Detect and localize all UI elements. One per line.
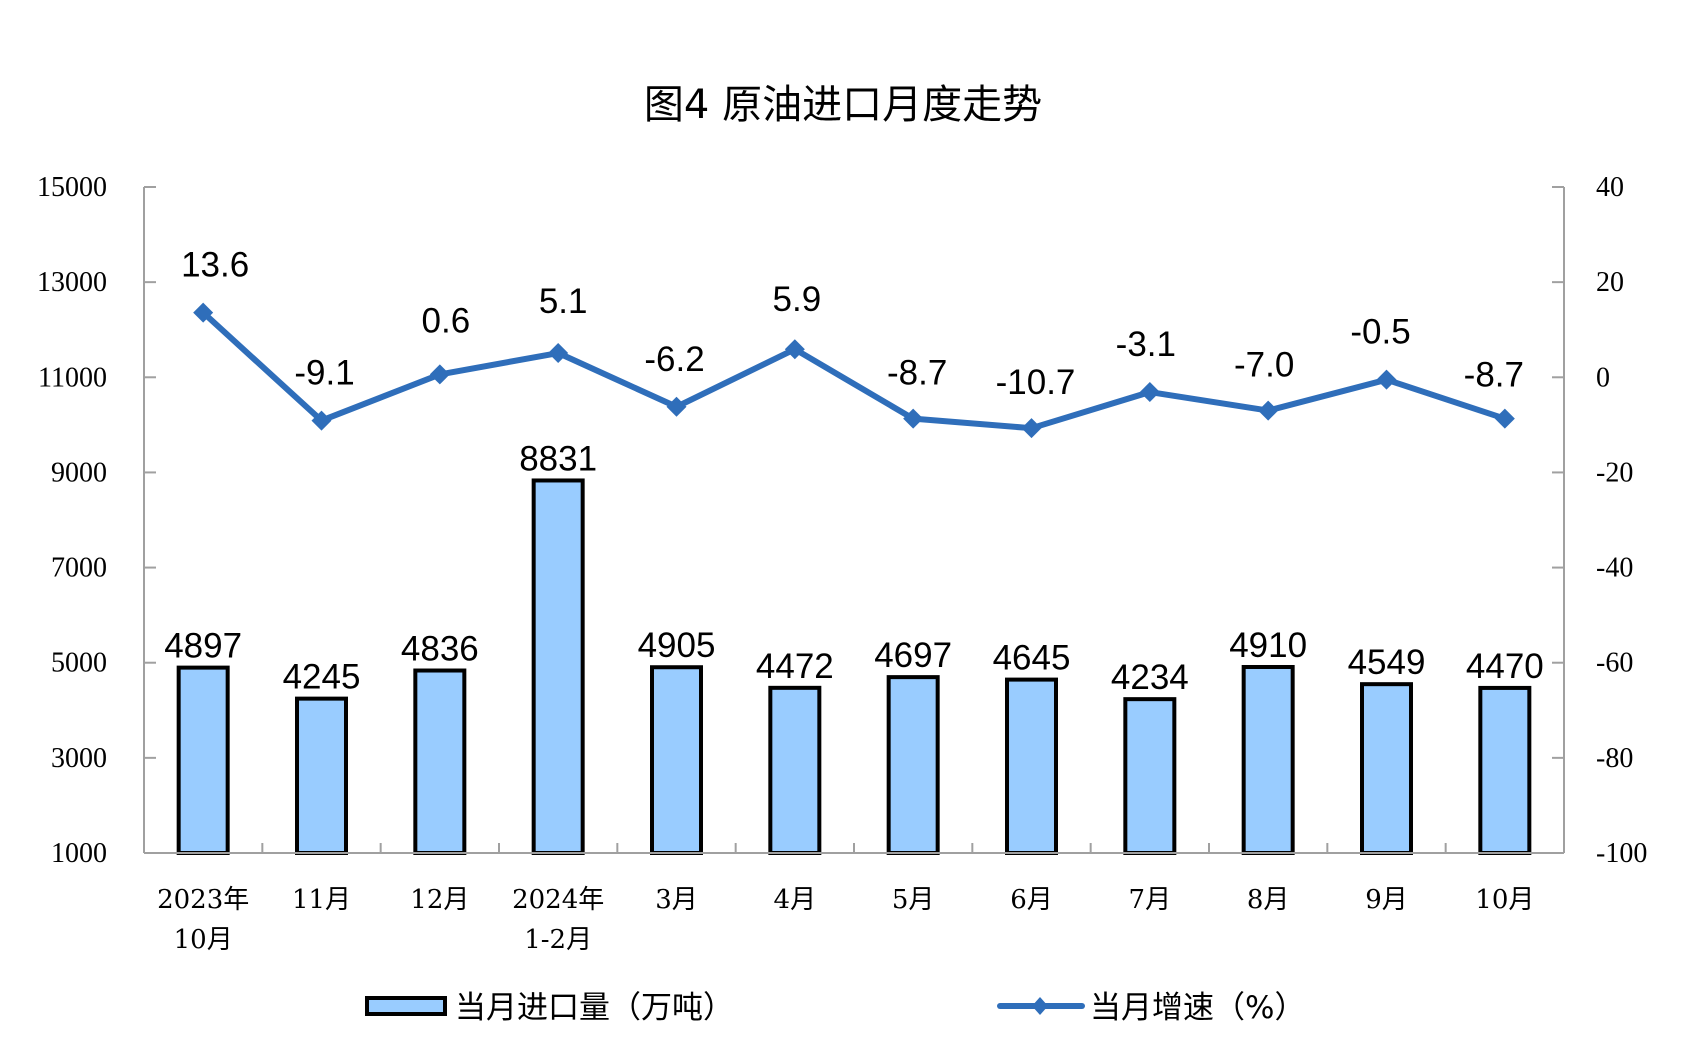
x-axis: 2023年 10月 11月 12月 2024年 1-2月 3月 4月 5月 6月 7月 8月 9月 10月 bbox=[144, 843, 1564, 955]
right-tick-label: -80 bbox=[1596, 743, 1633, 774]
line-value-label: 13.6 bbox=[181, 246, 249, 285]
bar-value-label: 8831 bbox=[519, 439, 597, 478]
bar-value-label: 4245 bbox=[283, 658, 361, 697]
left-tick-label: 11000 bbox=[38, 362, 107, 393]
left-tick-label: 15000 bbox=[37, 172, 107, 203]
right-tick-label: -100 bbox=[1596, 838, 1647, 869]
right-tick-label: 0 bbox=[1596, 362, 1610, 393]
line-value-label: -10.7 bbox=[996, 363, 1076, 402]
legend: 当月进口量（万吨） 当月增速（%） bbox=[365, 990, 1305, 1026]
bar bbox=[176, 665, 230, 855]
chart-title: 图4 原油进口月度走势 bbox=[644, 82, 1042, 128]
bar bbox=[768, 685, 822, 855]
x-category-label: 12月 bbox=[410, 885, 469, 915]
x-category-label: 10月 bbox=[1475, 885, 1534, 915]
bar bbox=[1478, 685, 1532, 855]
x-category-label: 10月 bbox=[174, 925, 233, 955]
diamond-marker-icon bbox=[1494, 408, 1515, 429]
left-tick-label: 1000 bbox=[51, 838, 107, 869]
diamond-marker-icon bbox=[1021, 418, 1042, 439]
diamond-marker-icon bbox=[1258, 400, 1279, 421]
left-tick-label: 3000 bbox=[51, 743, 107, 774]
diamond-marker-icon bbox=[784, 339, 805, 360]
bar-swatch-icon bbox=[365, 996, 447, 1016]
bar-value-label: 4645 bbox=[993, 639, 1071, 678]
bar-value-label: 4836 bbox=[401, 630, 479, 669]
x-category-label: 5月 bbox=[892, 885, 935, 915]
right-tick-label: -60 bbox=[1596, 648, 1633, 679]
x-category-label: 3月 bbox=[655, 885, 698, 915]
x-category-label: 4月 bbox=[774, 885, 817, 915]
bar bbox=[413, 668, 467, 855]
bar-value-label: 4549 bbox=[1348, 643, 1426, 682]
left-tick-label: 9000 bbox=[51, 457, 107, 488]
x-category-label: 11月 bbox=[292, 885, 351, 915]
bar bbox=[295, 696, 348, 856]
right-tick-label: 20 bbox=[1596, 267, 1624, 298]
bar-series-imports: 4897 4245 4836 8831 4905 4472 4697 4645 4234 4910… bbox=[164, 439, 1544, 856]
bar-value-label: 4470 bbox=[1466, 647, 1544, 686]
bar-value-label: 4697 bbox=[874, 636, 952, 675]
line-value-label: 5.1 bbox=[539, 282, 588, 321]
diamond-marker-icon bbox=[1032, 997, 1048, 1015]
bar bbox=[1005, 677, 1058, 856]
line-value-label: -0.5 bbox=[1350, 313, 1410, 352]
left-tick-label: 13000 bbox=[37, 267, 107, 298]
left-tick-label: 7000 bbox=[51, 553, 107, 584]
bar bbox=[1123, 697, 1177, 855]
bar-value-label: 4910 bbox=[1229, 626, 1307, 665]
right-tick-label: 40 bbox=[1596, 172, 1624, 203]
line-value-label: -8.7 bbox=[1464, 356, 1524, 395]
line-value-label: -9.1 bbox=[294, 354, 354, 393]
legend-label-imports: 当月进口量（万吨） bbox=[455, 990, 734, 1026]
left-tick-label: 5000 bbox=[51, 648, 107, 679]
bar-value-label: 4234 bbox=[1111, 658, 1189, 697]
line-series-growth: 13.6 -9.1 0.6 5.1 -6.2 5.9 -8.7 -10.7 -3.1 -7.0 -0… bbox=[181, 246, 1524, 439]
line-value-label: -7.0 bbox=[1234, 346, 1294, 385]
diamond-marker-icon bbox=[429, 364, 450, 385]
x-category-label: 9月 bbox=[1365, 885, 1408, 915]
bar bbox=[886, 675, 940, 855]
right-tick-label: -40 bbox=[1596, 553, 1633, 584]
x-category-label: 8月 bbox=[1247, 885, 1290, 915]
line-value-label: -8.7 bbox=[887, 354, 947, 393]
bar-value-label: 4472 bbox=[756, 647, 834, 686]
diamond-marker-icon bbox=[903, 408, 924, 429]
diamond-marker-icon bbox=[1139, 382, 1160, 403]
bar-value-label: 4897 bbox=[164, 627, 242, 666]
right-y-axis: 40 20 0 -20 -40 -60 -80 -100 bbox=[1552, 172, 1647, 869]
x-category-label: 7月 bbox=[1129, 885, 1172, 915]
line-value-label: 5.9 bbox=[773, 280, 822, 319]
bar bbox=[531, 478, 585, 855]
legend-item-growth: 当月增速（%） bbox=[997, 990, 1305, 1026]
line-value-label: -6.2 bbox=[644, 340, 704, 379]
bar bbox=[1360, 682, 1413, 855]
diamond-marker-icon bbox=[193, 302, 214, 323]
x-category-label: 2023年 bbox=[157, 885, 249, 915]
line-value-label: 0.6 bbox=[422, 301, 471, 340]
diamond-marker-icon bbox=[666, 396, 687, 417]
growth-line bbox=[201, 310, 1506, 432]
legend-label-growth: 当月增速（%） bbox=[1090, 990, 1305, 1026]
diamond-marker-icon bbox=[1376, 369, 1397, 390]
x-category-label: 2024年 bbox=[512, 885, 604, 915]
left-y-axis: 15000 13000 11000 9000 7000 5000 3000 1000 bbox=[37, 172, 156, 869]
diamond-marker-icon bbox=[311, 410, 332, 431]
bar bbox=[1241, 664, 1295, 856]
x-category-label: 6月 bbox=[1010, 885, 1053, 915]
line-value-label: -3.1 bbox=[1116, 325, 1176, 364]
x-category-label: 1-2月 bbox=[524, 925, 592, 955]
legend-item-imports: 当月进口量（万吨） bbox=[365, 990, 734, 1026]
diamond-marker-icon bbox=[548, 343, 569, 364]
bar bbox=[650, 665, 703, 856]
right-tick-label: -20 bbox=[1596, 457, 1633, 488]
bar-value-label: 4905 bbox=[638, 626, 716, 665]
